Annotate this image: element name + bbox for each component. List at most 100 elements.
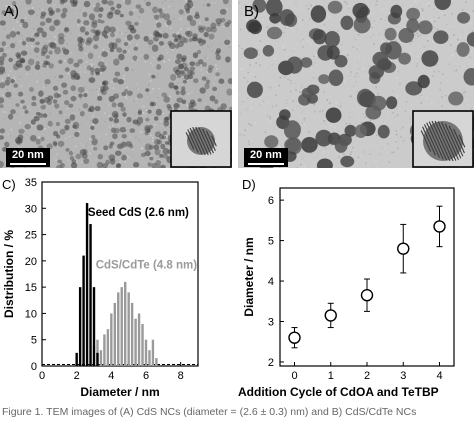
tem-grain (410, 43, 412, 45)
nanocrystal-particle (216, 48, 222, 53)
tem-grain (262, 100, 265, 103)
tem-grain (337, 105, 340, 107)
tem-grain (441, 96, 443, 98)
tem-grain (274, 111, 277, 113)
tem-grain (334, 126, 336, 129)
tem-grain (307, 8, 310, 10)
nanocrystal-particle (38, 90, 44, 97)
tem-grain (311, 63, 313, 66)
tem-grain (198, 58, 201, 60)
tem-grain (70, 52, 73, 54)
tem-grain (225, 108, 228, 110)
tem-grain (250, 107, 252, 109)
nanocrystal-particle (64, 124, 70, 131)
nanocrystal-particle (390, 4, 403, 19)
tem-grain (259, 40, 261, 42)
tem-grain (144, 0, 146, 2)
tem-grain (240, 13, 242, 15)
tem-grain (255, 124, 257, 126)
nanocrystal-particle (224, 39, 231, 45)
tem-grain (153, 153, 155, 156)
tem-grain (38, 137, 40, 139)
nanocrystal-particle (180, 57, 186, 63)
tem-grain (71, 63, 74, 66)
nanocrystal-particle (173, 38, 179, 43)
nanocrystal-particle (27, 58, 35, 66)
nanocrystal-particle (74, 131, 80, 138)
tem-grain (197, 43, 199, 45)
tem-grain (111, 79, 114, 82)
tem-grain (371, 26, 373, 29)
tem-grain (323, 24, 326, 26)
tem-grain (395, 141, 397, 143)
scale-bar-label-a: 20 nm (12, 149, 44, 161)
nanocrystal-particle (69, 114, 76, 121)
tem-grain (7, 46, 9, 49)
x-tick-label: 2 (74, 370, 80, 382)
nanocrystal-particle (226, 88, 232, 96)
nanocrystal-particle (177, 74, 182, 79)
nanocrystal-particle (49, 25, 56, 32)
nanocrystal-particle (77, 36, 83, 43)
nanocrystal-particle (328, 69, 344, 87)
tem-grain (64, 138, 67, 140)
tem-grain (329, 87, 332, 89)
tem-grain (395, 40, 397, 43)
tem-grain (264, 64, 267, 66)
nanocrystal-particle (151, 162, 158, 168)
tem-grain (92, 123, 95, 126)
nanocrystal-particle (266, 26, 283, 40)
tem-grain (166, 136, 168, 138)
nanocrystal-particle (434, 0, 451, 10)
nanocrystal-particle (82, 11, 88, 18)
nanocrystal-particle (93, 34, 100, 42)
tem-grain (470, 21, 473, 24)
tem-grain (21, 55, 23, 57)
tem-grain (309, 18, 312, 21)
nanocrystal-particle (166, 19, 172, 26)
nanocrystal-particle (246, 19, 261, 33)
tem-grain (75, 145, 77, 148)
tem-grain (92, 38, 94, 40)
nanocrystal-particle (384, 27, 397, 41)
tem-grain (285, 53, 288, 56)
nanocrystal-particle (269, 12, 281, 24)
tem-grain (429, 69, 432, 71)
nanocrystal-particle (112, 93, 119, 99)
tem-grain (168, 5, 170, 8)
shell-bar (155, 358, 158, 366)
tem-grain (312, 82, 315, 84)
tem-grain (228, 70, 231, 73)
tem-grain (238, 1, 240, 4)
tem-grain (285, 102, 288, 104)
tem-grain (208, 54, 210, 56)
tem-grain (125, 38, 127, 41)
tem-grain (415, 1, 418, 4)
nanocrystal-particle (0, 128, 5, 134)
nanocrystal-particle (35, 41, 40, 46)
tem-grain (369, 12, 372, 14)
nanocrystal-particle (183, 67, 189, 72)
nanocrystal-particle (153, 144, 160, 150)
shell-bar (124, 281, 127, 366)
tem-grain (302, 46, 304, 48)
tem-grain (291, 27, 293, 29)
tem-grain (44, 42, 46, 44)
nanocrystal-particle (122, 112, 127, 117)
nanocrystal-particle (176, 97, 184, 103)
tem-grain (343, 1, 346, 3)
nanocrystal-particle (219, 8, 227, 15)
tem-grain (31, 45, 33, 48)
tem-grain (136, 43, 138, 46)
tem-grain (2, 142, 5, 144)
tem-grain (453, 52, 455, 55)
tem-grain (267, 81, 270, 83)
tem-grain (122, 10, 124, 12)
tem-grain (10, 70, 12, 73)
tem-grain (4, 27, 6, 30)
tem-grain (111, 132, 114, 135)
tem-grain (85, 27, 87, 29)
tem-grain (92, 63, 94, 66)
nanocrystal-particle (72, 121, 80, 130)
tem-grain (250, 124, 252, 127)
